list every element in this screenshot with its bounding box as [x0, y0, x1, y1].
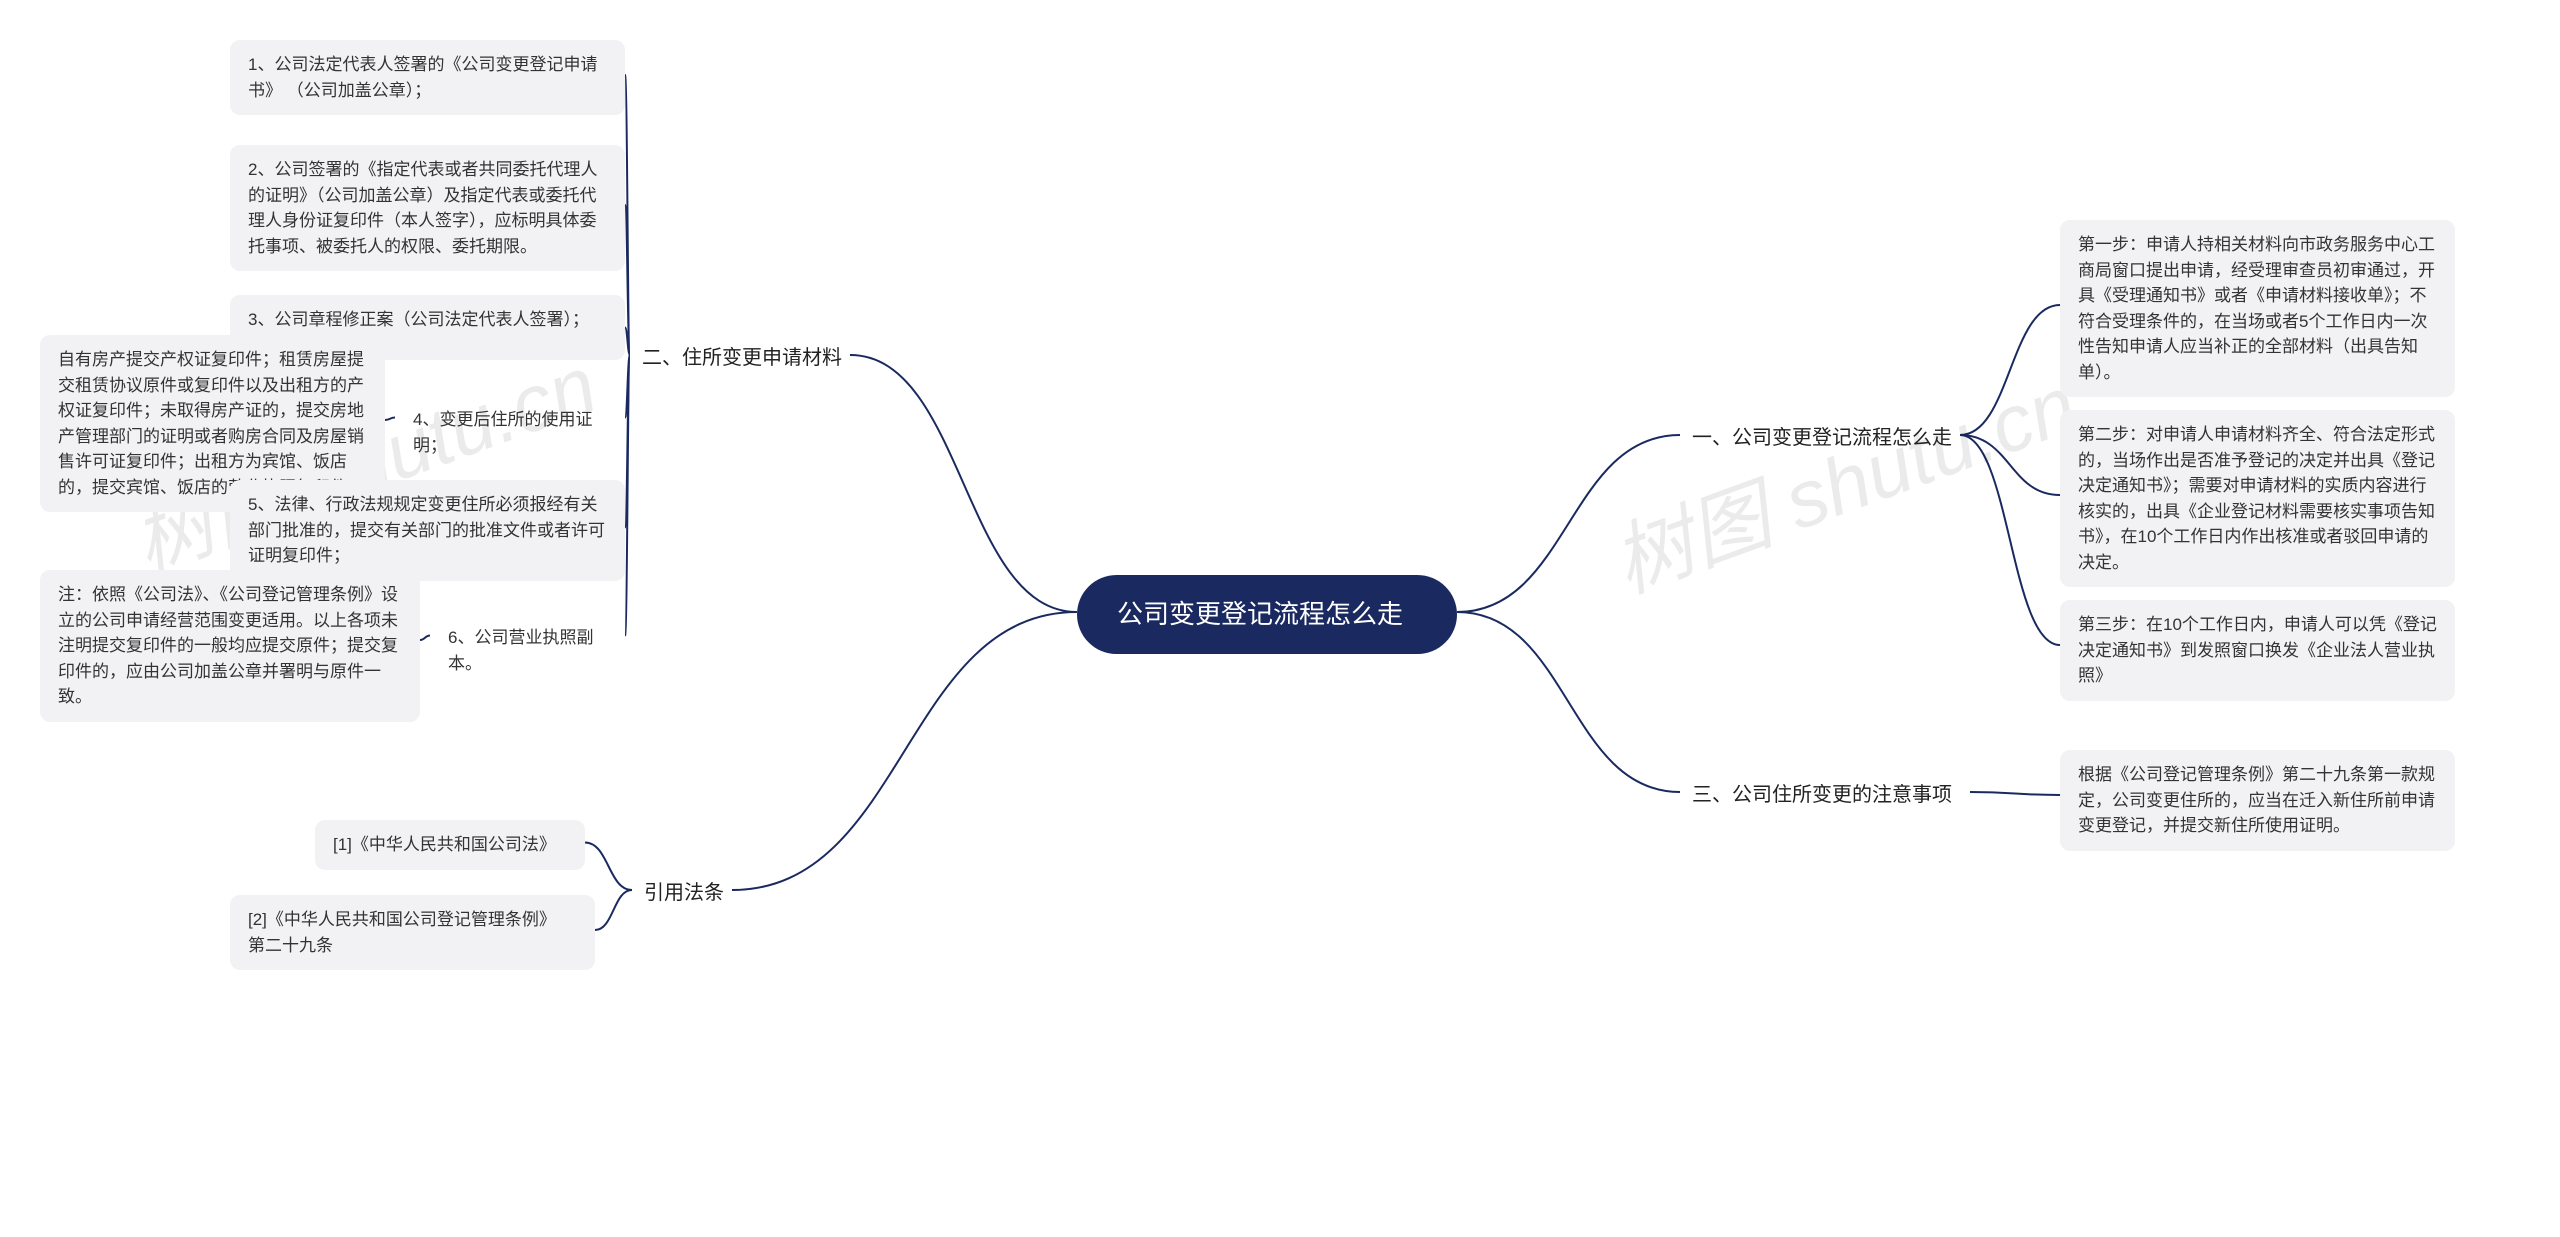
mindmap-node: [1]《中华人民共和国公司法》 — [315, 820, 585, 870]
mindmap-node: [2]《中华人民共和国公司登记管理条例》 第二十九条 — [230, 895, 595, 970]
mindmap-node: 6、公司营业执照副本。 — [430, 613, 625, 688]
mindmap-node: 引用法条 — [632, 870, 732, 916]
mindmap-node: 第三步：在10个工作日内，申请人可以凭《登记决定通知书》到发照窗口换发《企业法人… — [2060, 600, 2455, 701]
mindmap-node: 4、变更后住所的使用证明； — [395, 395, 625, 470]
mindmap-node: 2、公司签署的《指定代表或者共同委托代理人的证明》（公司加盖公章）及指定代表或委… — [230, 145, 625, 271]
mindmap-node: 5、法律、行政法规规定变更住所必须报经有关部门批准的，提交有关部门的批准文件或者… — [230, 480, 625, 581]
mindmap-node: 第二步：对申请人申请材料齐全、符合法定形式的，当场作出是否准予登记的决定并出具《… — [2060, 410, 2455, 587]
mindmap-node: 二、住所变更申请材料 — [630, 335, 850, 381]
mindmap-node: 1、公司法定代表人签署的《公司变更登记申请书》 （公司加盖公章）； — [230, 40, 625, 115]
mindmap-node: 公司变更登记流程怎么走 — [1077, 575, 1457, 654]
mindmap-node: 第一步：申请人持相关材料向市政务服务中心工商局窗口提出申请，经受理审查员初审通过… — [2060, 220, 2455, 397]
mindmap-node: 一、公司变更登记流程怎么走 — [1680, 415, 1960, 461]
mindmap-node: 注：依照《公司法》、《公司登记管理条例》设立的公司申请经营范围变更适用。以上各项… — [40, 570, 420, 722]
mindmap-node: 三、公司住所变更的注意事项 — [1680, 772, 1970, 818]
mindmap-node: 根据《公司登记管理条例》第二十九条第一款规定，公司变更住所的，应当在迁入新住所前… — [2060, 750, 2455, 851]
